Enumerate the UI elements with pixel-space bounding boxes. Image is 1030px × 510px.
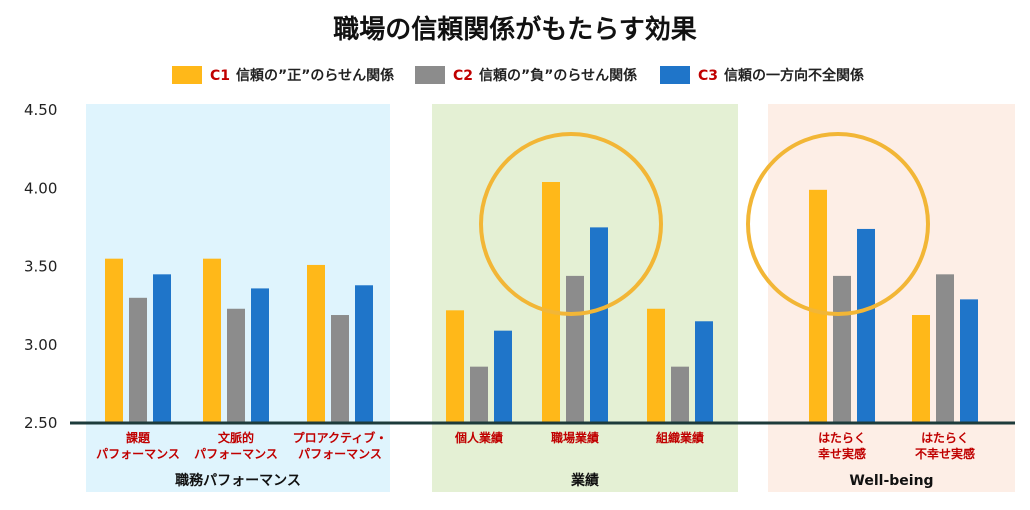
group-label-1: 業績 (570, 472, 599, 489)
y-tick-label: 4.50 (24, 101, 57, 119)
bar-c3-5 (695, 321, 713, 423)
bar-c3-4 (590, 227, 608, 423)
y-tick-label: 2.50 (24, 414, 57, 432)
legend-swatch-c3 (660, 66, 690, 84)
category-label-6: はたらく幸せ実感 (818, 431, 866, 461)
y-tick-label: 4.00 (24, 179, 57, 197)
highlight-circle-4 (479, 132, 663, 316)
category-label-2: プロアクティブ・パフォーマンス (293, 430, 388, 461)
category-label-3: 個人業績 (454, 430, 503, 445)
bar-c3-1 (251, 288, 269, 423)
group-label-2: Well-being (849, 473, 933, 489)
bar-c2-7 (936, 274, 954, 423)
category-label-5: 組織業績 (656, 430, 704, 445)
bar-c1-2 (307, 264, 325, 423)
bar-c3-7 (960, 299, 978, 423)
bar-c1-1 (203, 258, 221, 423)
bar-c1-4 (542, 181, 560, 423)
bar-c1-5 (647, 308, 665, 423)
bar-c3-3 (494, 330, 512, 423)
highlight-circles (479, 132, 930, 316)
group-backgrounds (86, 104, 1015, 492)
bar-c1-7 (912, 315, 930, 423)
bar-c2-1 (227, 308, 245, 423)
category-label-4: 職場業績 (551, 430, 599, 445)
legend-label-c1: 信頼の”正”のらせん関係 (236, 67, 394, 84)
bars (70, 181, 1015, 425)
bar-c1-6 (809, 189, 827, 423)
bar-c3-6 (857, 228, 875, 423)
bar-c2-6 (833, 275, 851, 423)
bar-c3-2 (355, 285, 373, 423)
group-background-1 (432, 104, 738, 492)
bar-c2-3 (470, 366, 488, 423)
chart-title: 職場の信頼関係がもたらす効果 (333, 14, 696, 45)
y-tick-label: 3.50 (24, 258, 57, 276)
legend-swatch-c2 (415, 66, 445, 84)
category-label-7: はたらく不幸せ実感 (915, 431, 975, 461)
y-tick-label: 3.00 (24, 336, 57, 354)
legend-swatch-c1 (172, 66, 202, 84)
category-label-0: 課題パフォーマンス (96, 430, 180, 461)
legend-label-c3: 信頼の一方向不全関係 (724, 67, 864, 84)
y-axis: 4.50 4.00 3.50 3.00 2.50 (24, 101, 57, 432)
group-label-0: 職務パフォーマンス (175, 472, 301, 489)
legend-label-c2: 信頼の”負”のらせん関係 (479, 67, 637, 84)
legend-code-c1: C1 (210, 68, 230, 84)
bar-c1-0 (105, 258, 123, 423)
highlight-circle-6 (746, 132, 930, 316)
category-label-1: 文脈的パフォーマンス (194, 430, 278, 461)
bar-c2-2 (331, 315, 349, 423)
bar-c3-0 (153, 274, 171, 423)
bar-c1-3 (446, 310, 464, 423)
bar-c2-5 (671, 366, 689, 423)
legend-code-c2: C2 (453, 68, 473, 84)
bar-c2-0 (129, 297, 147, 423)
bar-c2-4 (566, 275, 584, 423)
legend-code-c3: C3 (698, 68, 718, 84)
legend: C1 信頼の”正”のらせん関係 C2 信頼の”負”のらせん関係 C3 信頼の一方向不全関係 (172, 66, 864, 84)
